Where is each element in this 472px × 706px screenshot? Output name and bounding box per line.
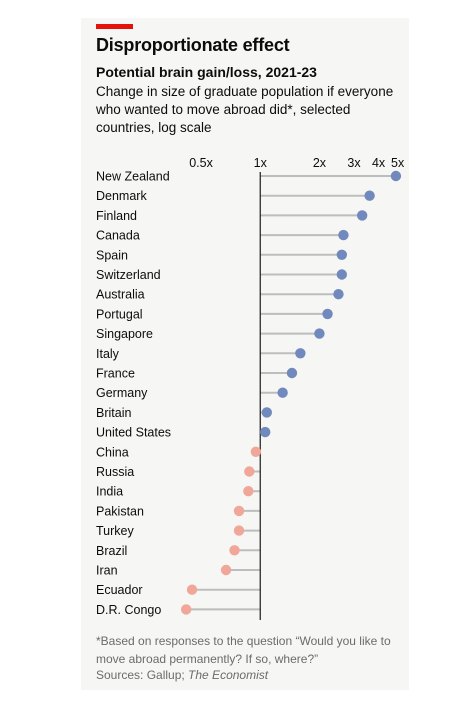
chart-title: Disproportionate effect — [96, 35, 290, 55]
chart-description: Change in size of graduate population if… — [96, 84, 394, 135]
data-dot — [233, 525, 245, 536]
category-label: Finland — [96, 209, 137, 223]
source-publication: The Economist — [188, 668, 269, 682]
data-dot — [220, 564, 232, 576]
data-dot — [233, 505, 245, 517]
data-dot — [336, 249, 348, 260]
category-label: India — [96, 485, 123, 499]
category-label: Brazil — [96, 544, 127, 558]
data-dot — [277, 387, 288, 398]
data-dot — [180, 604, 192, 615]
category-label: Switzerland — [96, 268, 161, 282]
data-dot — [186, 584, 198, 595]
data-dot — [364, 190, 375, 201]
category-label: Spain — [96, 248, 128, 262]
category-label: Russia — [96, 465, 134, 479]
category-label: Australia — [96, 288, 145, 302]
data-dot — [322, 308, 333, 320]
data-dot — [333, 289, 344, 300]
category-label: Italy — [96, 347, 120, 361]
category-label: France — [96, 367, 135, 381]
data-dot — [295, 348, 306, 359]
category-label: Britain — [96, 406, 131, 420]
data-dot — [314, 328, 325, 339]
footnote: *Based on responses to the question “Wou… — [96, 634, 391, 666]
data-dot — [286, 367, 298, 379]
category-label: United States — [96, 426, 171, 440]
chart-panel — [81, 18, 409, 690]
accent-bar — [96, 24, 133, 29]
category-label: Pakistan — [96, 504, 144, 518]
x-tick-label: 3x — [347, 156, 361, 170]
data-dot — [338, 229, 349, 241]
data-dot — [229, 545, 240, 556]
x-tick-label: 4x — [372, 156, 386, 170]
data-dot — [244, 466, 255, 477]
stems — [186, 175, 396, 611]
x-tick-label: 1x — [254, 156, 268, 170]
x-tick-label: 2x — [313, 156, 327, 170]
x-tick-label: 0.5x — [189, 156, 213, 170]
category-label: China — [96, 445, 129, 459]
category-label: Turkey — [96, 524, 134, 538]
category-label: Denmark — [96, 189, 147, 203]
dots — [180, 170, 402, 615]
data-dot — [243, 486, 254, 497]
category-label: Germany — [96, 386, 148, 400]
category-label: Portugal — [96, 307, 143, 321]
data-dot — [356, 210, 368, 221]
category-label: New Zealand — [96, 170, 170, 184]
data-dot — [390, 170, 402, 182]
x-tick-label: 5x — [391, 156, 405, 170]
category-label: D.R. Congo — [96, 603, 161, 617]
data-dot — [250, 446, 262, 457]
data-dot — [261, 407, 273, 418]
category-label: Ecuador — [96, 583, 143, 597]
data-dot — [336, 269, 348, 280]
x-axis-ticks: 0.5x 1x 2x 3x 4x 5x — [189, 156, 405, 170]
data-dot — [260, 426, 271, 438]
source-line: Sources: Gallup; The Economist — [96, 668, 401, 682]
category-label: Canada — [96, 229, 140, 243]
lollipop-chart: 0.5x 1x 2x 3x 4x 5x New Zealand Denmark Finland… — [96, 156, 405, 620]
source-prefix: Sources: Gallup; — [96, 668, 189, 682]
category-label: Singapore — [96, 327, 153, 341]
chart-subtitle: Potential brain gain/loss, 2021-23 — [96, 64, 317, 80]
category-label: Iran — [96, 564, 118, 578]
category-labels: New Zealand Denmark Finland Canada Spain Swit… — [96, 170, 171, 617]
